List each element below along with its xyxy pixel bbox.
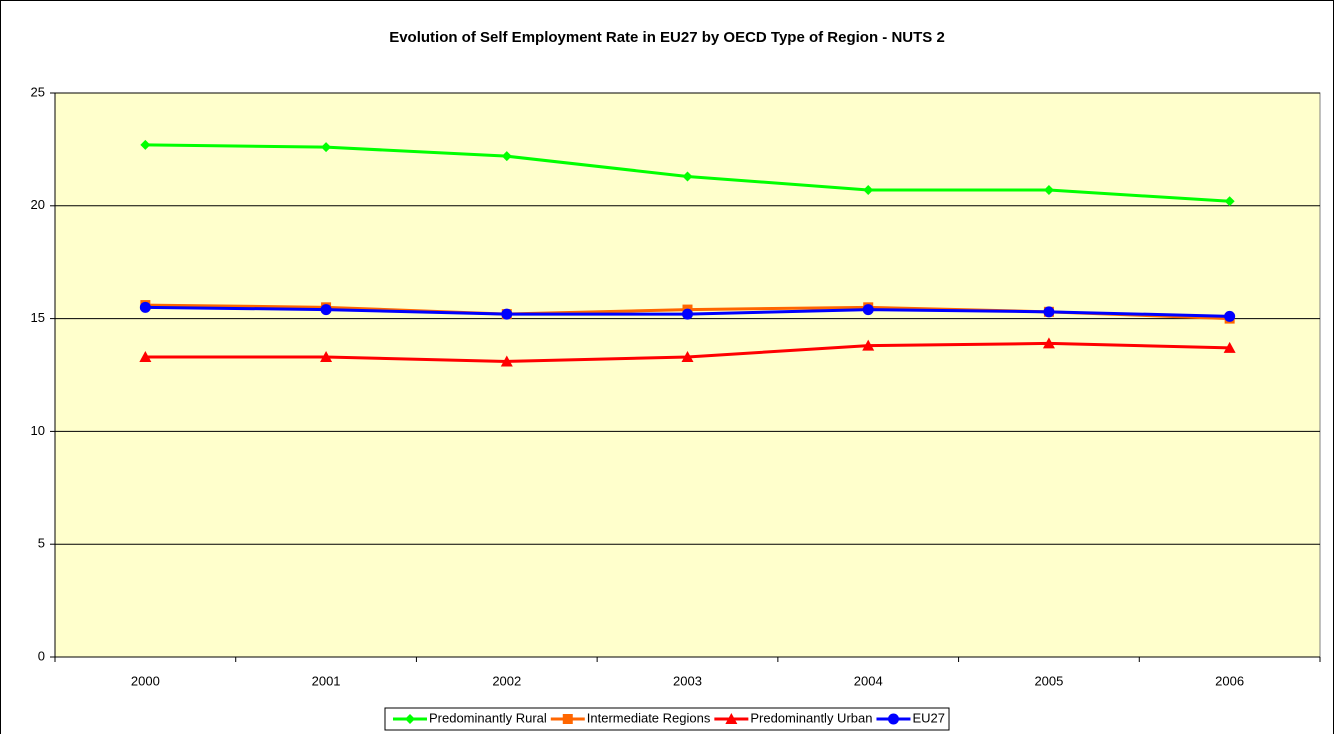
marker [140,139,151,150]
y-tick-label: 15 [31,310,45,325]
marker [500,355,513,367]
marker [681,350,694,362]
marker [321,142,332,153]
x-tick-label: 2001 [312,673,341,688]
legend-label: Intermediate Regions [587,710,711,725]
x-tick-label: 2004 [854,673,883,688]
marker [1224,310,1236,322]
legend-label: EU27 [912,710,945,725]
marker [501,308,513,320]
x-tick-label: 2003 [673,673,702,688]
x-tick-label: 2006 [1215,673,1244,688]
y-tick-label: 5 [38,536,45,551]
marker [862,304,874,316]
marker [404,714,415,724]
legend-label: Predominantly Rural [429,710,547,725]
y-tick-label: 20 [31,197,45,212]
marker [1224,196,1235,207]
marker [320,304,332,316]
marker [139,350,152,362]
marker [501,151,512,162]
marker [1043,306,1055,318]
x-tick-label: 2000 [131,673,160,688]
marker [682,308,693,320]
marker [863,185,874,196]
y-tick-label: 10 [31,423,45,438]
marker [682,171,693,182]
marker [320,350,333,362]
y-tick-label: 0 [38,648,45,663]
marker [1043,185,1054,196]
marker [1042,337,1055,349]
y-tick-label: 25 [31,84,45,99]
marker [1223,341,1236,353]
legend: Predominantly Rural Intermediate Regions P… [384,707,950,731]
marker [562,714,573,724]
legend-box [384,707,950,731]
legend-label: Predominantly Urban [750,710,872,725]
marker [139,301,151,313]
marker [862,339,875,351]
marker [725,713,738,724]
x-tick-label: 2005 [1034,673,1063,688]
marker [887,713,899,725]
chart-title: Evolution of Self Employment Rate in EU2… [389,29,945,46]
x-tick-label: 2002 [492,673,521,688]
